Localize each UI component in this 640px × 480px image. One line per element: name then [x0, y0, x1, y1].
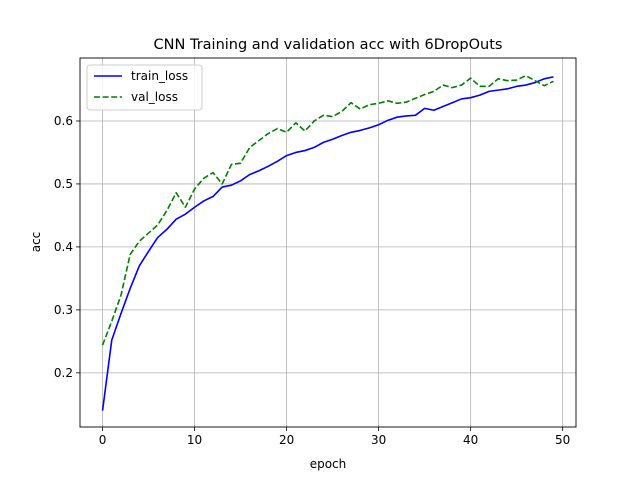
y-tick-label: 0.5	[54, 177, 73, 191]
y-tick-label: 0.4	[54, 240, 73, 254]
y-tick-label: 0.6	[54, 114, 73, 128]
x-tick-label: 0	[99, 433, 107, 447]
y-axis-label: acc	[29, 232, 43, 253]
series-line-val-loss	[101, 74, 554, 346]
legend-label-train-loss: train_loss	[131, 69, 188, 83]
x-tick-label: 40	[463, 433, 478, 447]
x-tick-label: 50	[555, 433, 570, 447]
x-tick-label: 10	[187, 433, 202, 447]
y-tick-label: 0.3	[54, 303, 73, 317]
chart-title: CNN Training and validation acc with 6Dr…	[154, 37, 503, 53]
plot-frame	[79, 57, 577, 428]
x-tick-label: 30	[371, 433, 386, 447]
legend-label-val-loss: val_loss	[131, 90, 178, 104]
y-tick-label: 0.2	[54, 366, 73, 380]
grid	[80, 58, 576, 427]
x-axis-label: epoch	[310, 457, 347, 471]
x-tick-label: 20	[279, 433, 294, 447]
legend: train_loss val_loss	[86, 64, 203, 111]
series-line-train-loss	[101, 76, 554, 411]
